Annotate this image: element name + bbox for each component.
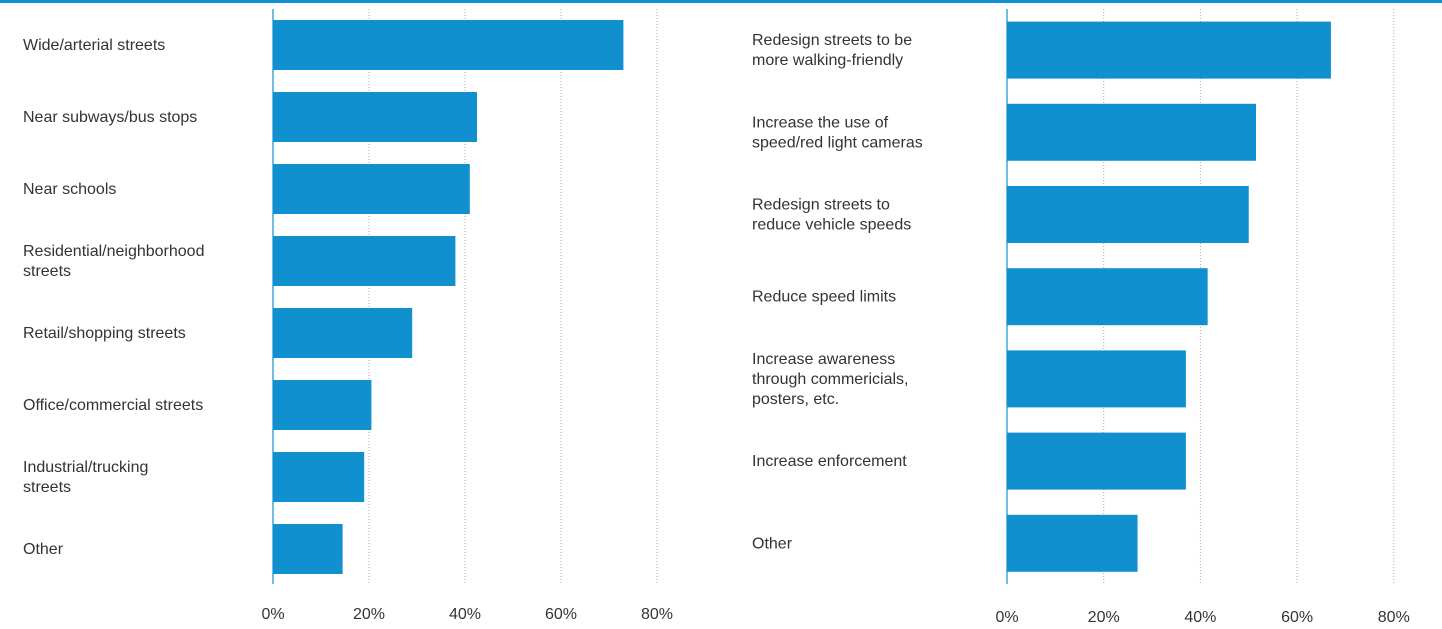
bar (273, 380, 372, 430)
x-tick-label: 60% (1281, 609, 1313, 626)
category-label: Reduce speed limits (752, 289, 896, 306)
bar (1007, 514, 1138, 572)
x-tick-label: 20% (1088, 609, 1120, 626)
chart-2: 0% 20% 40% 60% 80% Redesign streets to be more… (752, 9, 1410, 626)
bar (1007, 268, 1208, 326)
x-tick-label: 40% (1184, 609, 1216, 626)
bar (273, 308, 413, 358)
x-tick-label: 0% (995, 609, 1018, 626)
bar (1007, 186, 1249, 243)
chart-1: 0% 20% 40% 60% 80% Wide/arterial streets Near … (23, 9, 673, 623)
category-label: Increase enforcement (752, 453, 907, 470)
category-label: Wide/arterial streets (23, 37, 165, 54)
top-rule (0, 0, 1442, 3)
x-tick-label: 20% (353, 606, 385, 623)
bar (273, 20, 624, 70)
bar (273, 236, 456, 286)
category-label: Increase awareness through commericials, p… (752, 351, 909, 408)
x-tick-label: 0% (261, 606, 284, 623)
category-label: Industrial/trucking streets (23, 459, 148, 496)
category-label: Other (752, 535, 793, 552)
bar (1007, 350, 1186, 408)
x-tick-label: 80% (1378, 609, 1410, 626)
x-tick-label: 80% (641, 606, 673, 623)
x-tick-label: 40% (449, 606, 481, 623)
bar (1007, 432, 1186, 490)
bar (273, 452, 365, 502)
category-label: Increase the use of speed/red light camer… (752, 114, 923, 151)
category-label: Office/commercial streets (23, 397, 203, 414)
category-label: Near schools (23, 181, 116, 198)
bar (273, 92, 477, 142)
bar (273, 524, 343, 574)
category-label: Redesign streets to reduce vehicle speeds (752, 197, 911, 234)
bar (273, 164, 470, 214)
category-label: Near subways/bus stops (23, 109, 197, 126)
category-label: Redesign streets to be more walking-frien… (752, 32, 912, 69)
bar (1007, 103, 1257, 161)
category-label: Other (23, 541, 64, 558)
x-tick-label: 60% (545, 606, 577, 623)
bar (1007, 21, 1331, 79)
category-label: Retail/shopping streets (23, 325, 186, 342)
category-label: Residential/neighborhood streets (23, 243, 204, 280)
